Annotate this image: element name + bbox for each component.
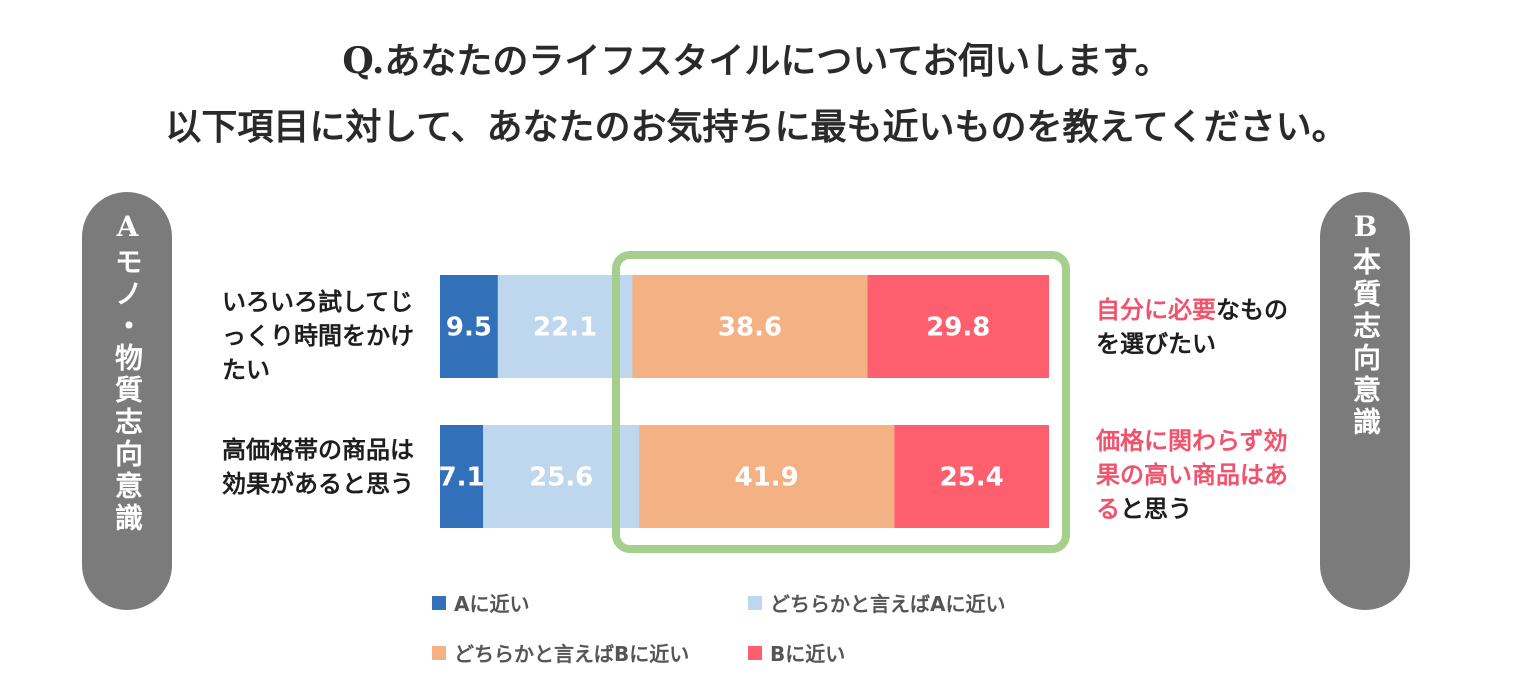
data-label-row-1-series-3: 38.6 [718, 313, 782, 343]
data-label-row-2-series-3: 41.9 [735, 463, 799, 493]
row-2-right-highlight: 価格に関わらず効果の高い商品はある [1096, 427, 1288, 523]
legend-label-a-close: Aに近い [454, 592, 530, 616]
side-a-pill: Aモノ・物質志向意識 [82, 192, 172, 610]
chart-title-line-2: 以下項目に対して、あなたのお気持ちに最も近いものを教えてください。 [165, 106, 1348, 148]
data-label-row-2-series-2: 25.6 [529, 463, 593, 493]
row-1-right-highlight: 自分に必要 [1096, 296, 1216, 324]
bar-row-2-series-1 [440, 425, 484, 528]
row-1-right-rest: なものを選びたい [1096, 296, 1288, 358]
bar-row-1-series-4 [867, 275, 1049, 378]
bar-row-1-series-3 [632, 275, 868, 378]
row-2-left-label: 高価格帯の商品は効果があると思う [222, 436, 414, 498]
row-2-right-label: 価格に関わらず効果の高い商品はあると思う [1096, 424, 1306, 526]
legend-swatch-b-somewhat [432, 645, 446, 660]
bar-row-2-series-3 [639, 425, 895, 528]
data-label-row-1-series-4: 29.8 [926, 313, 990, 343]
legend-swatch-a-close [432, 595, 446, 610]
legend-swatch-b-close [748, 645, 762, 660]
legend-item-b-somewhat: どちらかと言えばBに近い [432, 638, 689, 667]
legend-label-b-close: Bに近い [770, 642, 846, 666]
legend-swatch-a-somewhat [748, 595, 762, 610]
bar-row-1-series-1 [440, 275, 498, 378]
data-label-row-2-series-4: 25.4 [940, 463, 1004, 493]
side-b-pill: B本質志向意識 [1320, 192, 1410, 610]
side-b-label: B本質志向意識 [1349, 210, 1382, 439]
row-1-right-label: 自分に必要なものを選びたい [1096, 293, 1306, 361]
legend-item-a-close: Aに近い [432, 588, 529, 617]
legend-label-a-somewhat: どちらかと言えばAに近い [770, 592, 1006, 616]
data-label-row-2-series-1: 7.1 [439, 463, 485, 493]
row-2-right-rest: と思う [1120, 495, 1192, 523]
bar-row-2-series-4 [894, 425, 1049, 528]
chart-title-line-1: Q.あなたのライフスタイルについてお伺いします。 [342, 40, 1171, 82]
legend-item-a-somewhat: どちらかと言えばAに近い [748, 588, 1005, 617]
row-1-left-label: いろいろ試してじっくり時間をかけたい [222, 288, 414, 384]
data-label-row-1-series-2: 22.1 [533, 313, 597, 343]
highlight-box [612, 251, 1070, 553]
legend-item-b-close: Bに近い [748, 638, 845, 667]
data-label-row-1-series-1: 9.5 [446, 313, 492, 343]
bars-group: 9.5 22.1 38.6 29.8 7.1 25.6 41.9 25.4 [439, 275, 1049, 528]
bar-row-1-series-2 [497, 275, 633, 378]
side-a-label: Aモノ・物質志向意識 [111, 210, 144, 535]
legend-label-b-somewhat: どちらかと言えばBに近い [454, 642, 690, 666]
